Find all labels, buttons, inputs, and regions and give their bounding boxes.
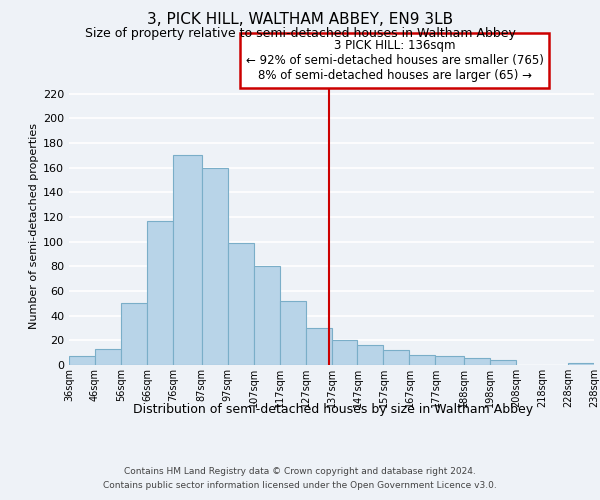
Text: Contains HM Land Registry data © Crown copyright and database right 2024.: Contains HM Land Registry data © Crown c… (124, 468, 476, 476)
Bar (69, 356, 95, 365)
Bar (568, 362, 594, 365)
Text: Size of property relative to semi-detached houses in Waltham Abbey: Size of property relative to semi-detach… (85, 28, 515, 40)
Bar (409, 355, 436, 365)
Bar (490, 360, 516, 365)
Text: Contains public sector information licensed under the Open Government Licence v3: Contains public sector information licen… (103, 481, 497, 490)
Bar (358, 346, 383, 365)
Bar (254, 266, 280, 365)
Bar (383, 350, 409, 365)
Bar (464, 358, 490, 365)
Bar (147, 220, 173, 365)
Text: Distribution of semi-detached houses by size in Waltham Abbey: Distribution of semi-detached houses by … (133, 402, 533, 415)
Bar (202, 168, 227, 365)
Y-axis label: Number of semi-detached properties: Number of semi-detached properties (29, 123, 39, 329)
Bar (173, 156, 202, 365)
Text: 3, PICK HILL, WALTHAM ABBEY, EN9 3LB: 3, PICK HILL, WALTHAM ABBEY, EN9 3LB (147, 12, 453, 28)
Bar (331, 340, 358, 365)
Text: 3 PICK HILL: 136sqm
← 92% of semi-detached houses are smaller (765)
8% of semi-d: 3 PICK HILL: 136sqm ← 92% of semi-detach… (245, 39, 544, 82)
Bar (280, 301, 305, 365)
Bar (305, 328, 331, 365)
Bar (121, 304, 147, 365)
Bar (227, 243, 254, 365)
Bar (436, 356, 464, 365)
Bar (95, 349, 121, 365)
